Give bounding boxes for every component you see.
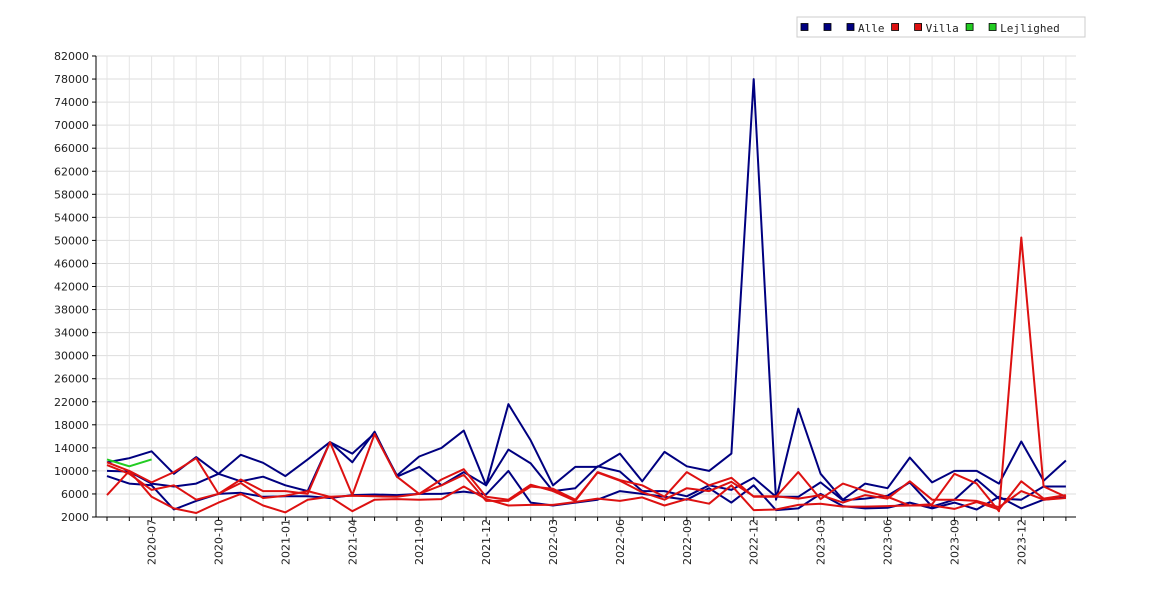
- legend-swatch: [965, 23, 974, 31]
- y-axis-tick-labels: 2000 6000 10000 14000 18000 22000 26000 30000 34…: [54, 50, 89, 524]
- legend-label: Alle: [858, 22, 885, 35]
- legend: Alle Villa Lejlighed: [796, 16, 1086, 38]
- y-tick-label: 38000: [54, 304, 89, 317]
- y-tick-label: 46000: [54, 257, 89, 270]
- x-tick-label: 2020-07: [146, 519, 159, 565]
- y-tick-label: 26000: [54, 373, 89, 386]
- y-tick-label: 66000: [54, 142, 89, 155]
- x-tick-label: 2023-03: [815, 519, 828, 565]
- legend-label: Lejlighed: [1000, 22, 1060, 35]
- legend-swatch: [823, 23, 832, 31]
- legend-swatch: [846, 23, 855, 31]
- y-tick-label: 50000: [54, 234, 89, 247]
- legend-swatch: [800, 23, 809, 31]
- y-tick-label: 22000: [54, 396, 89, 409]
- legend-box: [796, 16, 1086, 38]
- x-tick-label: 2021-01: [279, 519, 292, 565]
- y-tick-label: 42000: [54, 281, 89, 294]
- x-tick-label: 2022-03: [547, 519, 560, 565]
- x-tick-label: 2022-12: [748, 519, 761, 565]
- x-tick-label: 2022-06: [614, 519, 627, 565]
- y-tick-label: 34000: [54, 327, 89, 340]
- series-lines: [106, 78, 1067, 514]
- x-tick-label: 2023-09: [948, 519, 961, 565]
- y-tick-label: 82000: [54, 50, 89, 63]
- x-tick-label: 2020-10: [213, 519, 226, 565]
- series-line-alle-0: [106, 78, 1067, 501]
- legend-swatch: [988, 23, 997, 31]
- y-tick-label: 2000: [61, 511, 89, 524]
- y-tick-label: 58000: [54, 188, 89, 201]
- legend-swatch: [914, 23, 922, 31]
- y-tick-label: 10000: [54, 465, 89, 478]
- x-tick-label: 2021-12: [480, 519, 493, 565]
- y-tick-label: 78000: [54, 73, 89, 86]
- y-tick-label: 18000: [54, 419, 89, 432]
- y-tick-label: 54000: [54, 211, 89, 224]
- x-tick-label: 2021-04: [346, 519, 359, 565]
- legend-label: Villa: [926, 22, 959, 35]
- series-line-lejlighed-6: [106, 458, 152, 468]
- legend-swatch: [891, 23, 899, 31]
- grid-lines: [96, 55, 1076, 518]
- y-tick-label: 74000: [54, 96, 89, 109]
- y-tick-label: 70000: [54, 119, 89, 132]
- axes: [92, 55, 1076, 521]
- series-line-villa-4: [106, 461, 1067, 514]
- y-tick-label: 62000: [54, 165, 89, 178]
- x-tick-label: 2021-09: [413, 519, 426, 565]
- series-line-villa-5: [106, 464, 1066, 509]
- x-axis-tick-labels: 2020-07 2020-10 2021-01 2021-04 2021-09 2021-…: [146, 519, 1029, 565]
- x-tick-label: 2022-09: [681, 519, 694, 565]
- y-tick-label: 6000: [61, 488, 89, 501]
- y-tick-label: 14000: [54, 442, 89, 455]
- y-tick-label: 30000: [54, 350, 89, 363]
- x-tick-label: 2023-12: [1015, 519, 1028, 565]
- x-tick-label: 2023-06: [882, 519, 895, 565]
